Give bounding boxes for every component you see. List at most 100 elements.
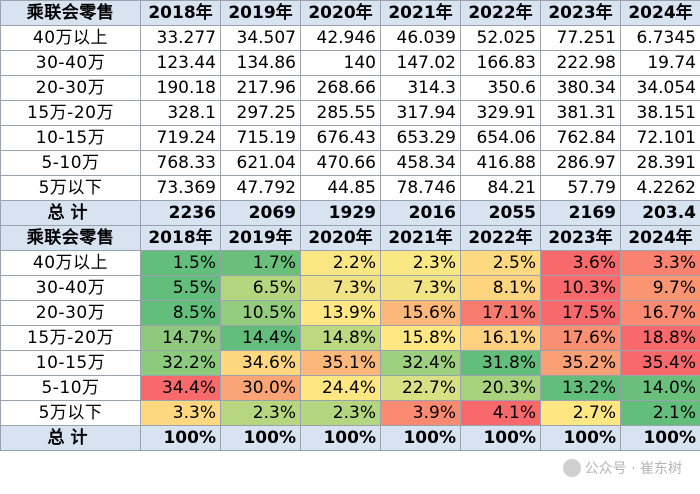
table-cell: 768.33 xyxy=(140,150,221,176)
row-label: 20-30万 xyxy=(0,300,141,326)
total-label: 总计 xyxy=(0,425,141,451)
table-cell: 134.86 xyxy=(220,50,301,76)
table-cell: 77.251 xyxy=(540,25,621,51)
year-header: 2021年 xyxy=(380,225,461,251)
table-cell: 297.25 xyxy=(220,100,301,126)
table-cell: 14.7% xyxy=(140,325,221,351)
table-cell: 22.7% xyxy=(380,375,461,401)
year-header: 2019年 xyxy=(220,225,301,251)
table-row: 10-15万 719.24 715.19 676.43 653.29 654.06 762.… xyxy=(0,125,700,151)
row-label: 5万以下 xyxy=(0,175,141,201)
table-cell: 350.6 xyxy=(460,75,541,101)
table-cell: 33.277 xyxy=(140,25,221,51)
table-cell: 217.96 xyxy=(220,75,301,101)
row-label: 10-15万 xyxy=(0,125,141,151)
row-label: 10-15万 xyxy=(0,350,141,376)
total-cell: 100% xyxy=(460,425,541,451)
total-cell: 2236 xyxy=(140,200,221,226)
table-cell: 20.3% xyxy=(460,375,541,401)
table-cell: 32.4% xyxy=(380,350,461,376)
table-cell: 6.7345 xyxy=(620,25,700,51)
table-cell: 3.3% xyxy=(140,400,221,426)
table-row: 5万以下 73.369 47.792 44.85 78.746 84.21 57.79 4.2… xyxy=(0,175,700,201)
total-cell: 2016 xyxy=(380,200,461,226)
table-cell: 5.5% xyxy=(140,275,221,301)
table-cell: 2.2% xyxy=(300,250,381,276)
total-cell: 2069 xyxy=(220,200,301,226)
table-cell: 8.1% xyxy=(460,275,541,301)
table-cell: 2.3% xyxy=(300,400,381,426)
year-header: 2022年 xyxy=(460,0,541,26)
table-cell: 52.025 xyxy=(460,25,541,51)
table-cell: 34.507 xyxy=(220,25,301,51)
watermark: 公众号 · 崔东树 xyxy=(562,458,682,478)
table-cell: 15.6% xyxy=(380,300,461,326)
table-row: 40万以上 33.277 34.507 42.946 46.039 52.025 77.25… xyxy=(0,25,700,51)
table-cell: 715.19 xyxy=(220,125,301,151)
table-cell: 381.31 xyxy=(540,100,621,126)
table-cell: 190.18 xyxy=(140,75,221,101)
table-cell: 46.039 xyxy=(380,25,461,51)
total-cell: 100% xyxy=(140,425,221,451)
table-cell: 7.3% xyxy=(300,275,381,301)
table-cell: 676.43 xyxy=(300,125,381,151)
table-cell: 57.79 xyxy=(540,175,621,201)
table-cell: 17.6% xyxy=(540,325,621,351)
total-cell: 2169 xyxy=(540,200,621,226)
table-cell: 653.29 xyxy=(380,125,461,151)
year-header: 2023年 xyxy=(540,0,621,26)
total-cell: 2055 xyxy=(460,200,541,226)
table-cell: 13.9% xyxy=(300,300,381,326)
table-cell: 17.1% xyxy=(460,300,541,326)
year-header: 2019年 xyxy=(220,0,301,26)
table-cell: 8.5% xyxy=(140,300,221,326)
table-row: 30-40万 123.44 134.86 140 147.02 166.83 222.98 1… xyxy=(0,50,700,76)
table-cell: 458.34 xyxy=(380,150,461,176)
corner-label: 乘联会零售 xyxy=(0,0,141,26)
table-row: 10-15万 32.2% 34.6% 35.1% 32.4% 31.8% 35.2% 35.4… xyxy=(0,350,700,376)
wechat-icon xyxy=(562,459,581,477)
table-cell: 30.0% xyxy=(220,375,301,401)
table-cell: 123.44 xyxy=(140,50,221,76)
watermark-text: 公众号 · 崔东树 xyxy=(584,461,682,477)
table-row: 15万-20万 328.1 297.25 285.55 317.94 329.91 381.… xyxy=(0,100,700,126)
table-cell: 84.21 xyxy=(460,175,541,201)
total-cell: 1929 xyxy=(300,200,381,226)
table-cell: 4.2262 xyxy=(620,175,700,201)
table-cell: 35.2% xyxy=(540,350,621,376)
table-cell: 762.84 xyxy=(540,125,621,151)
table-row: 20-30万 190.18 217.96 268.66 314.3 350.6 380.34… xyxy=(0,75,700,101)
header-row-2: 乘联会零售 2018年 2019年 2020年 2021年 2022年 2023年 2024年 xyxy=(0,225,700,251)
total-row: 总计 100% 100% 100% 100% 100% 100% 100% xyxy=(0,425,700,451)
table-cell: 621.04 xyxy=(220,150,301,176)
year-header: 2020年 xyxy=(300,0,381,26)
table-cell: 9.7% xyxy=(620,275,700,301)
table-cell: 1.7% xyxy=(220,250,301,276)
table-cell: 416.88 xyxy=(460,150,541,176)
row-label: 5-10万 xyxy=(0,375,141,401)
table-cell: 329.91 xyxy=(460,100,541,126)
year-header: 2020年 xyxy=(300,225,381,251)
corner-label: 乘联会零售 xyxy=(0,225,141,251)
table-cell: 34.054 xyxy=(620,75,700,101)
row-label: 20-30万 xyxy=(0,75,141,101)
table-cell: 147.02 xyxy=(380,50,461,76)
table-row: 30-40万 5.5% 6.5% 7.3% 7.3% 8.1% 10.3% 9.7% xyxy=(0,275,700,301)
table-cell: 328.1 xyxy=(140,100,221,126)
table-cell: 2.7% xyxy=(540,400,621,426)
table-row: 20-30万 8.5% 10.5% 13.9% 15.6% 17.1% 17.5% 16.7% xyxy=(0,300,700,326)
table-cell: 285.55 xyxy=(300,100,381,126)
table-cell: 380.34 xyxy=(540,75,621,101)
table-cell: 286.97 xyxy=(540,150,621,176)
table-row: 40万以上 1.5% 1.7% 2.2% 2.3% 2.5% 3.6% 3.3% xyxy=(0,250,700,276)
table-cell: 42.946 xyxy=(300,25,381,51)
table-cell: 18.8% xyxy=(620,325,700,351)
table-cell: 140 xyxy=(300,50,381,76)
table-cell: 19.74 xyxy=(620,50,700,76)
year-header: 2024年 xyxy=(620,0,700,26)
table-cell: 28.391 xyxy=(620,150,700,176)
row-label: 15万-20万 xyxy=(0,100,141,126)
table-cell: 6.5% xyxy=(220,275,301,301)
year-header: 2018年 xyxy=(140,0,221,26)
table-cell: 166.83 xyxy=(460,50,541,76)
